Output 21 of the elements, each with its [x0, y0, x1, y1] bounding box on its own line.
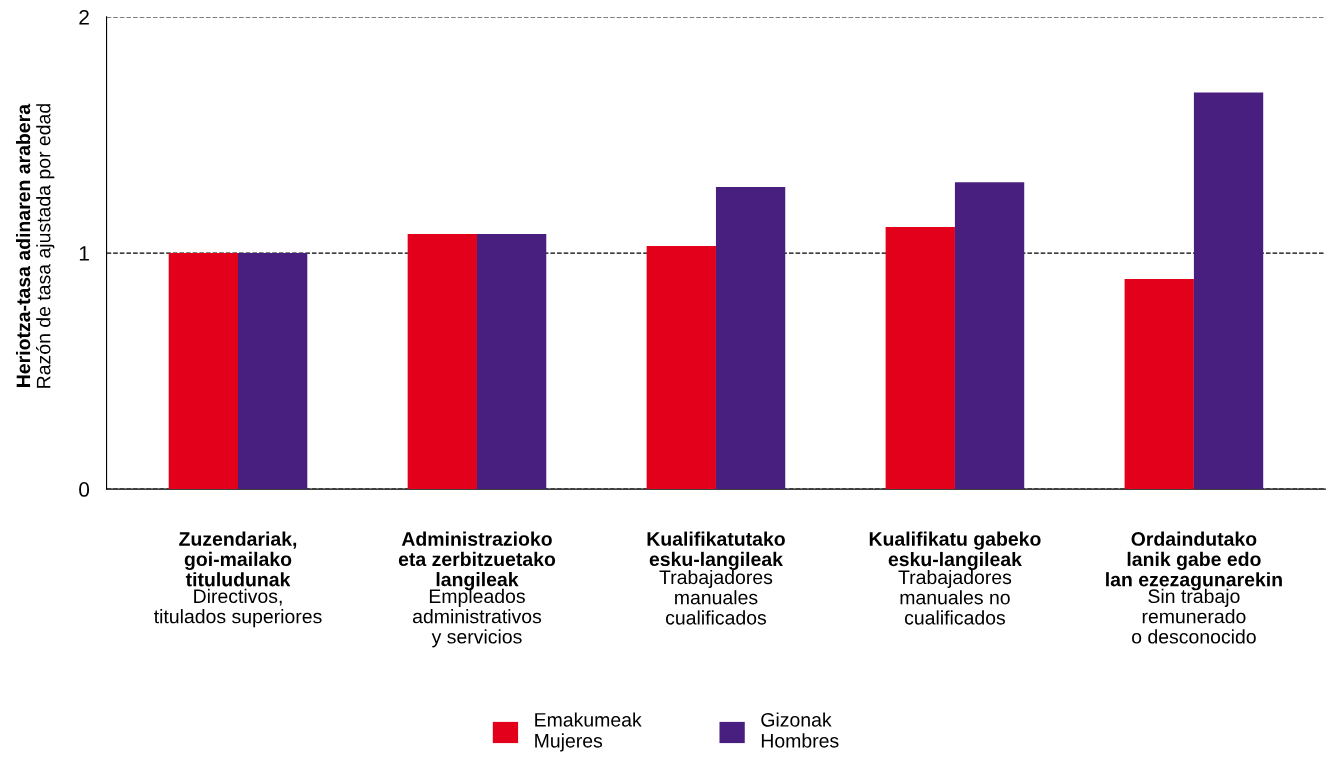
bar — [885, 227, 955, 490]
x-tick-label: Kualifikatutako esku-langileak Trabajadores manuales cualificados — [647, 531, 785, 625]
y-axis-title: Heriotza-tasa adinaren arabera Razón de tasa ajustada por edad — [15, 103, 55, 388]
y-tick-label: 2 — [79, 9, 89, 25]
bar — [646, 245, 716, 490]
y-tick-label: 1 — [79, 246, 89, 261]
bar — [238, 253, 308, 490]
legend-label: Emakumeak Mujeres — [535, 712, 642, 752]
bar — [1124, 278, 1194, 490]
x-tick-label: Administrazioko eta zerbitzuetako langileak Empleados administrativos y servicios — [398, 531, 556, 648]
bar — [407, 234, 477, 490]
bar — [715, 186, 786, 490]
bar — [476, 234, 547, 490]
legend-label: Gizonak Hombres — [761, 712, 839, 748]
bar — [1193, 92, 1264, 490]
bar — [168, 253, 238, 490]
bar — [954, 182, 1025, 490]
x-tick-label: Kualifikatu gabeko esku-langileak Trabajadores manuales no cualificados — [869, 531, 1041, 625]
y-tick-label: 0 — [79, 482, 90, 497]
x-tick-label: Ordaindutako lanik gabe edo lan ezezagunarekin Sin trabajo remunerado o desconocido — [1106, 531, 1282, 644]
x-tick-label: Zuzendariak, goi-mailako tituludunak Directivos, titulados superiores — [153, 531, 322, 628]
